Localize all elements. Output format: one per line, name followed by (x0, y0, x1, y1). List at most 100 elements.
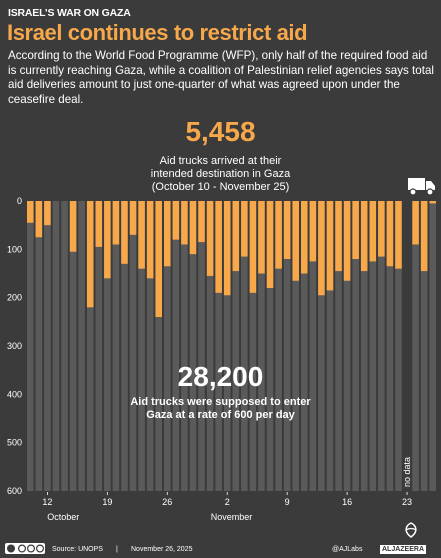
arrived-bar (189, 201, 197, 255)
arrived-bar (386, 201, 394, 267)
target-bar (198, 201, 205, 491)
arrived-bar (27, 201, 34, 223)
target-bar (335, 201, 342, 491)
supposed-total: 28,200 (177, 361, 264, 392)
target-bar (44, 201, 51, 491)
target-bar (181, 201, 188, 491)
y-tick-label: 600 (7, 486, 22, 496)
target-bar (78, 201, 85, 491)
arrived-bar (86, 201, 94, 308)
arrived-bar (172, 201, 180, 240)
target-bar (283, 201, 291, 491)
y-tick-label: 200 (7, 293, 22, 303)
bar-chart: 0 100 200 300 400 500 600 no data 12 19 26 2 9 16 23 Oc… (7, 196, 436, 522)
target-bar (206, 201, 214, 491)
month-label: October (47, 512, 79, 522)
target-bar (301, 201, 308, 491)
x-tick-label: 19 (102, 497, 112, 507)
target-bar (249, 201, 257, 491)
target-bar (275, 201, 282, 491)
arrived-bar (378, 201, 385, 257)
arrived-caption-line-2: intended destination in Gaza (150, 168, 291, 180)
arrived-bar (69, 201, 77, 252)
arrived-bar (275, 201, 282, 269)
publication-date: November 26, 2025 (131, 546, 193, 553)
target-bar (172, 201, 180, 491)
target-bar (155, 201, 162, 491)
arrived-bar (309, 201, 317, 262)
supposed-caption-line-1: Aid trucks were supposed to enter (130, 396, 311, 408)
arrived-bar (95, 201, 103, 247)
arrived-bar (104, 201, 111, 279)
arrived-bar (412, 201, 419, 245)
arrived-bar (232, 201, 240, 272)
target-bar (420, 201, 428, 491)
arrived-bar (206, 201, 214, 276)
target-bar (95, 201, 103, 491)
target-bar (146, 201, 154, 491)
arrived-total: 5,458 (185, 116, 256, 147)
arrived-bar (335, 201, 342, 272)
arrived-bar (223, 201, 231, 296)
arrived-bar (326, 201, 334, 291)
arrived-bar (429, 201, 436, 204)
target-bar (412, 201, 419, 491)
truck-icon (408, 178, 435, 196)
x-tick-label: 12 (42, 497, 52, 507)
source-text: Source: UNOPS (52, 546, 103, 553)
target-bar (258, 201, 265, 491)
creative-commons-icon (5, 543, 45, 554)
target-bar (309, 201, 317, 491)
y-tick-label: 500 (7, 438, 22, 448)
target-bar (266, 201, 274, 491)
target-bar (104, 201, 111, 491)
supposed-caption-line-2: Gaza at a rate of 600 per day (146, 409, 295, 421)
arrived-bar (155, 201, 162, 317)
no-data-label: no data (402, 457, 412, 487)
target-bar (129, 201, 137, 491)
target-bar (69, 201, 77, 491)
arrived-bar (112, 201, 120, 245)
target-bar (292, 201, 299, 491)
target-bar (343, 201, 351, 491)
arrived-bar (44, 201, 51, 226)
target-bar (232, 201, 240, 491)
target-bar (27, 201, 34, 491)
target-bar (369, 201, 377, 491)
arrived-bar (215, 201, 222, 293)
kicker: ISRAEL’S WAR ON GAZA (8, 7, 131, 19)
arrived-bar (360, 201, 368, 272)
arrived-bar (35, 201, 43, 238)
y-tick-label: 400 (7, 389, 22, 399)
target-bar (52, 201, 60, 491)
target-bar (378, 201, 385, 491)
target-bar (326, 201, 334, 491)
arrived-bar (121, 201, 128, 264)
x-tick-label: 26 (162, 497, 172, 507)
y-tick-label: 300 (7, 341, 22, 351)
arrived-caption: Aid trucks arrived at their intended des… (0, 155, 441, 194)
aljazeera-logo-icon (405, 522, 417, 538)
target-bar (35, 201, 43, 491)
arrived-bar (258, 201, 265, 274)
arrived-caption-line-3: (October 10 - November 25) (151, 181, 290, 193)
target-bar (429, 201, 436, 491)
target-bar (61, 201, 68, 491)
target-bar (395, 201, 402, 491)
target-bar (215, 201, 222, 491)
arrived-bar (138, 201, 145, 269)
arrived-bar (343, 201, 351, 281)
y-tick-label: 0 (17, 196, 22, 206)
target-bar (189, 201, 197, 491)
arrived-bar (146, 201, 154, 279)
chart-title: Israel continues to restrict aid (7, 20, 308, 45)
arrived-bar (241, 201, 248, 257)
target-bar (86, 201, 94, 491)
arrived-bar (249, 201, 257, 293)
target-bar (352, 201, 359, 491)
arrived-bar (164, 201, 171, 267)
arrived-bar (129, 201, 137, 235)
arrived-bar (395, 201, 402, 269)
target-bar (112, 201, 120, 491)
aljazeera-logo: ALJAZEERA (380, 545, 427, 554)
